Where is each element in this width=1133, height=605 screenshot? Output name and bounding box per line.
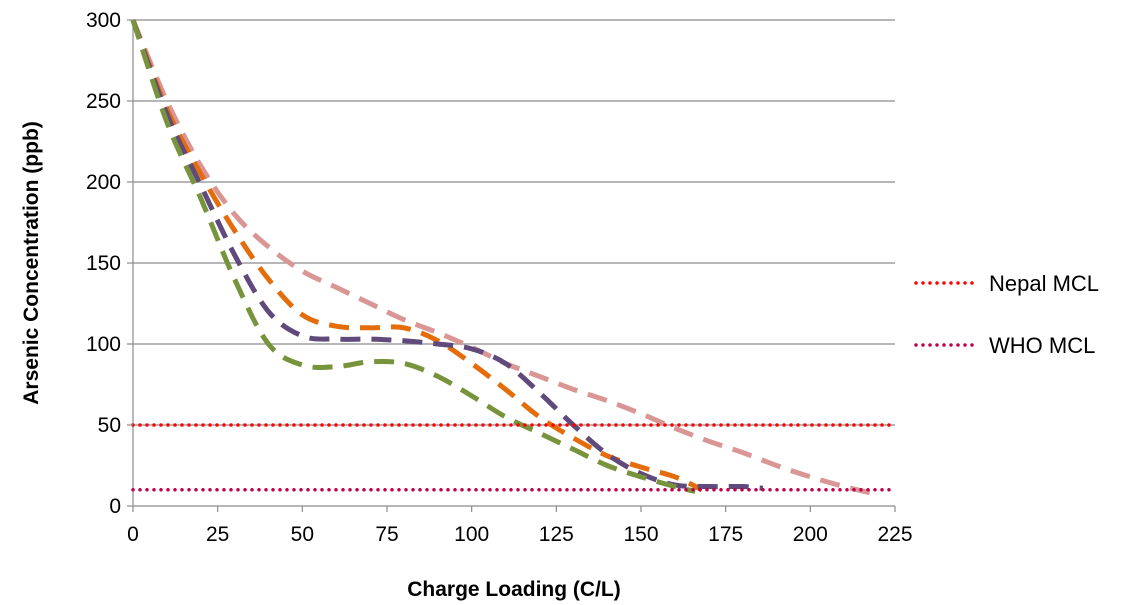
y-tick-label: 200 [86, 171, 121, 194]
x-tick-label: 150 [623, 523, 658, 546]
x-tick-label: 225 [877, 523, 912, 546]
x-tick-label: 0 [127, 523, 139, 546]
legend-label: WHO MCL [989, 333, 1095, 358]
x-tick-label: 25 [206, 523, 229, 546]
series-line-3 [130, 19, 764, 491]
x-axis-title: Charge Loading (C/L) [407, 578, 621, 601]
grid [133, 19, 895, 426]
x-tick-label: 125 [539, 523, 574, 546]
x-tick-label: 75 [375, 523, 398, 546]
y-tick-label: 150 [86, 252, 121, 275]
series-line-4 [130, 19, 696, 494]
y-axis-title: Arsenic Concentration (ppb) [20, 121, 43, 405]
x-tick-label: 50 [291, 523, 314, 546]
legend: Nepal MCL WHO MCL [914, 271, 1099, 358]
x-tick-label: 200 [793, 523, 828, 546]
series [130, 19, 897, 498]
legend-label: Nepal MCL [989, 271, 1099, 296]
y-tick-label: 50 [98, 414, 121, 437]
x-tick-label: 100 [454, 523, 489, 546]
x-tick-label: 175 [708, 523, 743, 546]
ticks: 0 50 100 150 200 250 300 0 25 50 75 100 125 150 175 200… [86, 9, 913, 546]
y-tick-label: 300 [86, 9, 121, 32]
series-line-2 [130, 19, 704, 493]
y-tick-label: 100 [86, 333, 121, 356]
y-tick-label: 0 [109, 495, 121, 518]
y-tick-label: 250 [86, 90, 121, 113]
